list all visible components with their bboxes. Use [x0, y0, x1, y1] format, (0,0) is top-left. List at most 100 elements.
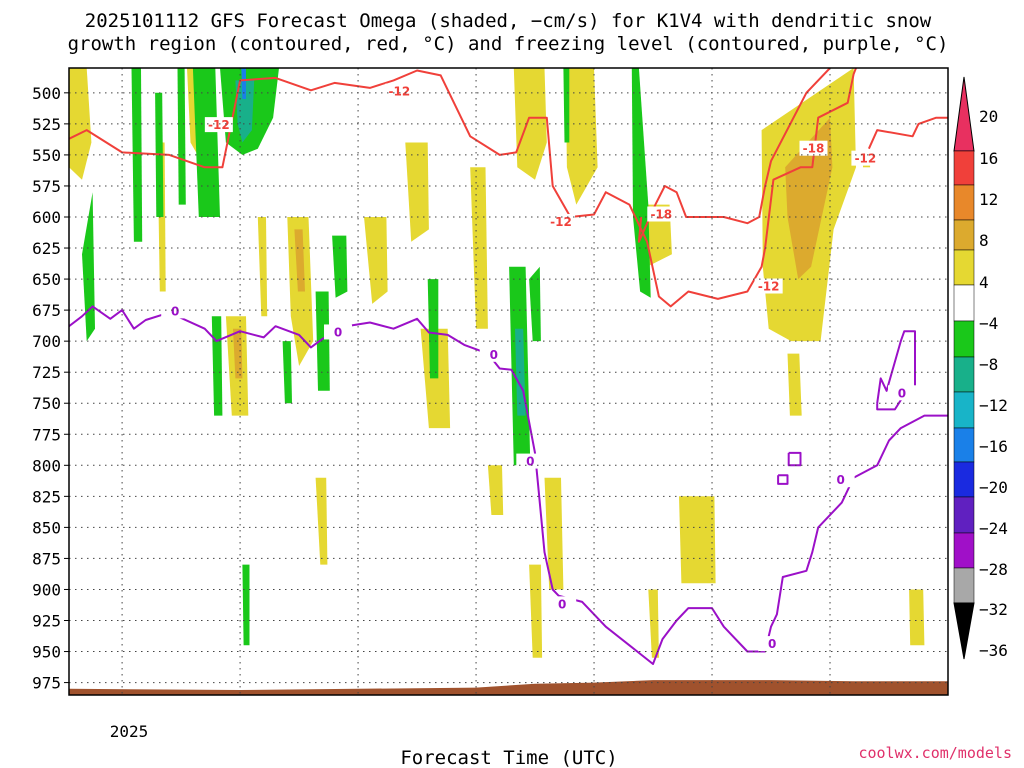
- omega-region-orange: [785, 117, 833, 280]
- omega-region-yellow: [648, 589, 659, 658]
- freezing-contour: [777, 474, 789, 485]
- contour-label: -12: [208, 118, 230, 132]
- colorbar-label: −28: [979, 560, 1008, 579]
- colorbar-label: 16: [979, 149, 998, 168]
- y-tick-label: 675: [32, 301, 61, 320]
- omega-region-green: [282, 341, 292, 404]
- omega-region-green: [315, 291, 330, 391]
- freezing-contour: [787, 451, 802, 467]
- contour-label: 0: [558, 597, 566, 611]
- contour-label: 0: [171, 304, 179, 318]
- omega-region-teal: [235, 80, 255, 143]
- colorbar-swatch: [953, 284, 975, 322]
- contour-label: 0: [836, 473, 844, 487]
- y-tick-label: 650: [32, 270, 61, 289]
- colorbar-swatch: [953, 427, 975, 463]
- contour-label: -12: [758, 280, 780, 294]
- grid: [69, 68, 948, 695]
- colorbar-swatch: [953, 461, 975, 498]
- y-tick-label: 950: [32, 643, 61, 662]
- colorbar-label: −32: [979, 600, 1008, 619]
- x-axis-label: Forecast Time (UTC): [400, 747, 617, 768]
- omega-region-orange: [294, 229, 305, 292]
- y-tick-label: 550: [32, 146, 61, 165]
- colorbar-swatch: [953, 219, 975, 251]
- omega-region-green: [529, 266, 541, 342]
- contour-label: 0: [526, 455, 534, 469]
- omega-region-yellow: [405, 142, 429, 242]
- y-tick-label: 575: [32, 177, 61, 196]
- colorbar-label: −4: [979, 314, 998, 333]
- omega-region-green: [242, 564, 250, 646]
- terrain: [69, 680, 948, 695]
- colorbar-swatch: [953, 249, 975, 286]
- y-tick-label: 775: [32, 425, 61, 444]
- colorbar-swatch: [953, 356, 975, 393]
- omega-region-yellow: [909, 589, 925, 646]
- colorbar-swatch: [953, 391, 975, 429]
- plot-area: -12 -12 -12 -12 -12 -18 -18 0 0 0 0 0 0 0 0: [69, 68, 948, 695]
- y-tick-label: 750: [32, 394, 61, 413]
- y-tick-label: 850: [32, 518, 61, 537]
- colorbar-bottom-arrow: [953, 602, 975, 660]
- omega-region-green: [631, 68, 651, 298]
- y-tick-label: 975: [32, 674, 61, 693]
- plot-frame: [68, 67, 949, 696]
- omega-region-green: [211, 316, 223, 416]
- omega-region-green: [563, 68, 570, 143]
- contour-label: -12: [389, 85, 411, 99]
- colorbar-label: −8: [979, 355, 998, 374]
- omega-region-yellow: [420, 328, 451, 429]
- contour-label: -12: [855, 152, 877, 166]
- colorbar-swatch: [953, 320, 975, 358]
- omega-region-blue: [241, 68, 246, 99]
- contour-label: 0: [334, 325, 342, 339]
- omega-region-yellow: [513, 68, 547, 180]
- y-tick-label: 800: [32, 456, 61, 475]
- colorbar-top-arrow: [953, 76, 975, 152]
- y-tick-label: 600: [32, 208, 61, 227]
- colorbar-label: −12: [979, 396, 1008, 415]
- y-tick-label: 825: [32, 487, 61, 506]
- omega-region-yellow: [470, 167, 488, 329]
- colorbar-swatch: [953, 150, 975, 186]
- y-tick-label: 625: [32, 239, 61, 258]
- y-tick-label: 925: [32, 612, 61, 631]
- dgz-contour: [69, 68, 857, 308]
- omega-region-yellow: [544, 477, 564, 590]
- colorbar-swatch: [953, 532, 975, 569]
- y-tick-label: 900: [32, 580, 61, 599]
- omega-region-yellow: [364, 217, 388, 304]
- colorbar-label: −36: [979, 641, 1008, 660]
- colorbar-label: 8: [979, 231, 989, 250]
- credit-text[interactable]: coolwx.com/models: [858, 744, 1012, 762]
- colorbar: 20 16 12 8 4 −4 −8 −12 −16 −20 −24 −28 −32 −36: [953, 76, 1008, 660]
- y-tick-label: 525: [32, 115, 61, 134]
- omega-region-green: [427, 279, 439, 379]
- omega-region-yellow: [315, 477, 328, 565]
- y-tick-label: 725: [32, 363, 61, 382]
- omega-region-yellow: [679, 496, 716, 584]
- colorbar-label: −24: [979, 519, 1008, 538]
- dgz-contour: [867, 116, 948, 150]
- omega-region-yellow: [787, 353, 802, 416]
- omega-region-yellow: [69, 68, 92, 180]
- contour-label: -12: [550, 215, 572, 229]
- omega-region-green: [192, 68, 220, 217]
- colorbar-label: 12: [979, 190, 998, 209]
- colorbar-label: 4: [979, 273, 989, 292]
- y-tick-label: 500: [32, 84, 61, 103]
- contour-label: 0: [768, 637, 776, 651]
- chart-title-line1: 2025101112 GFS Forecast Omega (shaded, −…: [85, 10, 932, 32]
- omega-region-yellow: [487, 465, 504, 515]
- omega-region-green: [82, 192, 95, 342]
- contour-label: -18: [650, 208, 672, 222]
- contour-label: -18: [803, 142, 825, 156]
- contour-label: 0: [898, 386, 906, 400]
- chart-title-line2: growth region (contoured, red, °C) and f…: [68, 33, 949, 55]
- colorbar-label: −16: [979, 437, 1008, 456]
- y-tick-label: 875: [32, 549, 61, 568]
- omega-region-yellow: [257, 217, 268, 317]
- contour-label: 0: [490, 348, 498, 362]
